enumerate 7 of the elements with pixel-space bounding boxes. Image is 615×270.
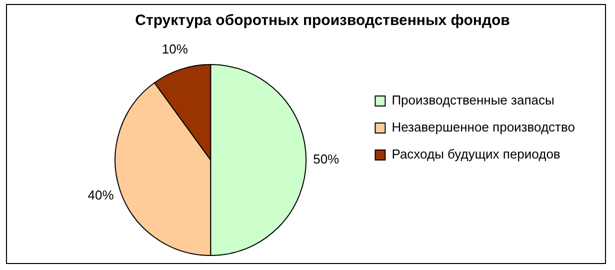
data-label: 10% bbox=[162, 42, 188, 57]
chart-title: Структура оборотных производственных фондов bbox=[135, 12, 510, 30]
data-label: 40% bbox=[88, 187, 114, 202]
data-label: 50% bbox=[313, 152, 340, 167]
legend-label: Производственные запасы bbox=[392, 92, 554, 108]
legend-label: Расходы будущих периодов bbox=[392, 146, 560, 162]
legend-label: Незавершенное производство bbox=[392, 120, 576, 135]
